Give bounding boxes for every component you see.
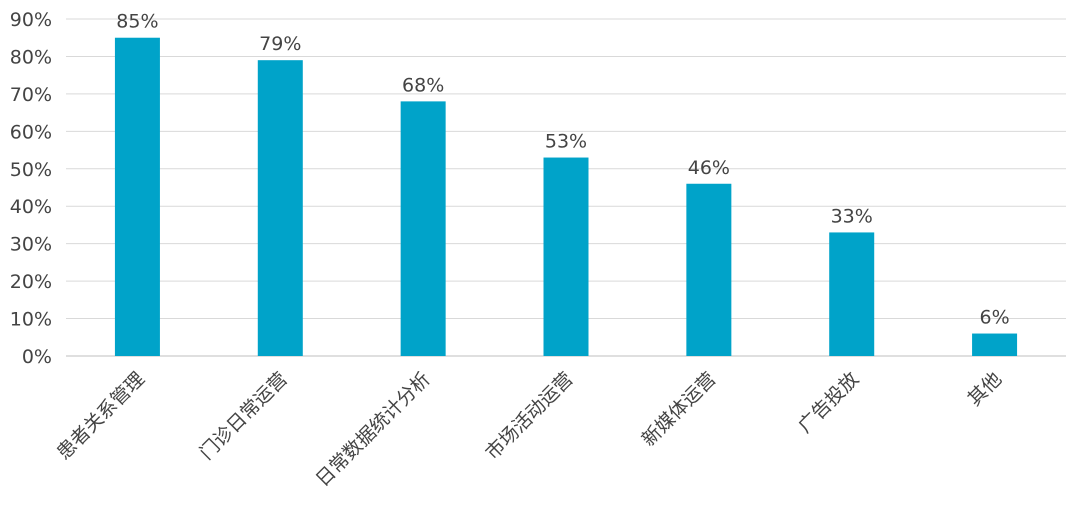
category-label: 患者关系管理 — [53, 368, 149, 464]
data-label: 6% — [979, 307, 1009, 329]
y-tick-label: 0% — [22, 346, 52, 368]
y-tick-label: 70% — [10, 84, 52, 106]
bar — [257, 60, 303, 356]
data-label: 85% — [116, 11, 158, 33]
data-label: 53% — [545, 131, 587, 153]
y-tick-label: 80% — [10, 46, 52, 68]
bar — [686, 183, 732, 356]
data-label: 46% — [688, 157, 730, 179]
category-label: 广告投放 — [794, 368, 863, 437]
data-label: 33% — [831, 205, 873, 227]
category-label: 日常数据统计分析 — [312, 368, 435, 491]
bar — [829, 232, 875, 356]
y-tick-label: 30% — [10, 234, 52, 256]
y-tick-label: 10% — [10, 309, 52, 331]
y-tick-label: 50% — [10, 159, 52, 181]
y-tick-label: 90% — [10, 9, 52, 31]
y-tick-label: 40% — [10, 196, 52, 218]
bar — [400, 101, 446, 356]
bar — [543, 157, 589, 356]
category-label: 其他 — [964, 368, 1006, 410]
data-label: 79% — [259, 33, 301, 55]
data-label: 68% — [402, 74, 444, 96]
y-tick-label: 20% — [10, 271, 52, 293]
bar — [114, 37, 160, 356]
category-label: 市场活动运营 — [481, 368, 577, 464]
category-label: 门诊日常运营 — [196, 368, 292, 464]
y-tick-label: 60% — [10, 121, 52, 143]
category-label: 新媒体运营 — [638, 368, 721, 451]
bar — [972, 333, 1018, 356]
